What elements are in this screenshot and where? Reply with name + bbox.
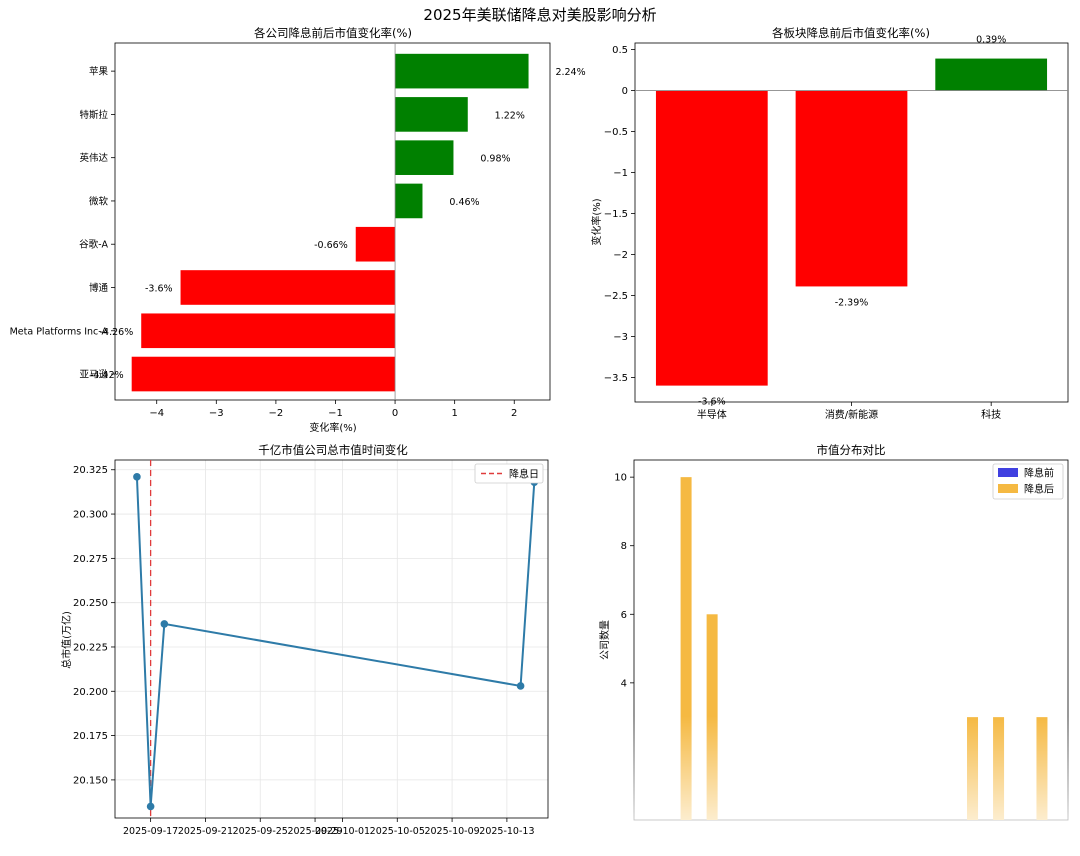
sector-bar — [655, 90, 768, 386]
y-tick-label: −3 — [613, 332, 628, 343]
sector-chart-title: 各板块降息前后市值变化率(%) — [772, 26, 930, 40]
sector-bar-value-label: -2.39% — [835, 297, 869, 308]
faded-overlay — [620, 716, 1080, 856]
y-tick-label: 20.325 — [73, 465, 108, 476]
company-bar — [395, 53, 529, 89]
sector-bar — [795, 90, 908, 287]
x-tick-label: −2 — [269, 408, 284, 419]
y-tick-label: −3.5 — [604, 373, 628, 384]
total-mcap-line-chart: 千亿市值公司总市值时间变化 20.150 20.175 20.200 20.225 20… — [60, 443, 549, 837]
company-change-chart: 各公司降息前后市值变化率(%) 2.24% 1.22% 0.98% 0.46% -0.6… — [10, 26, 586, 434]
x-tick-label: 2025-09-17 — [123, 826, 178, 837]
company-bar — [180, 270, 396, 305]
y-tick-label: −0.5 — [604, 127, 628, 138]
sector-change-chart: 各板块降息前后市值变化率(%) -3.6%-2.39%0.39% 0.50−0.… — [590, 26, 1069, 421]
company-bar — [395, 140, 454, 175]
total-mcap-point — [146, 802, 155, 811]
y-tick-label: 8 — [621, 541, 627, 552]
company-tick-label: 英伟达 — [79, 152, 108, 164]
y-tick-label: 0.5 — [612, 45, 628, 56]
total-mcap-point — [133, 473, 141, 481]
x-tick-label: 2025-09-29 — [287, 826, 342, 837]
company-bar-value-label: -4.42% — [90, 370, 124, 381]
y-tick-label: 20.175 — [73, 731, 108, 742]
total-mcap-point — [516, 682, 525, 690]
y-tick-label: 4 — [621, 678, 627, 689]
company-bar-value-label: -0.66% — [314, 240, 348, 251]
sector-bar — [935, 58, 1048, 91]
line-chart-title: 千亿市值公司总市值时间变化 — [258, 443, 408, 457]
company-bar — [141, 313, 396, 349]
y-tick-label: 6 — [621, 610, 627, 621]
sector-bar-value-label: 0.39% — [976, 35, 1006, 46]
legend-swatch — [998, 484, 1018, 493]
x-tick-label: 2 — [511, 408, 517, 419]
y-tick-label: 10 — [614, 473, 627, 484]
y-tick-label: 20.225 — [73, 642, 108, 653]
company-tick-label: 亚马逊 — [79, 370, 108, 381]
y-tick-label: 0 — [622, 86, 628, 97]
sector-tick-label: 半导体 — [697, 408, 727, 421]
after-cut-bar — [680, 477, 692, 820]
y-tick-label: 20.150 — [73, 775, 108, 786]
event-legend-label: 降息日 — [509, 468, 539, 481]
total-mcap-point — [160, 620, 169, 628]
y-tick-label: −2 — [613, 250, 628, 261]
x-tick-label: 2025-09-25 — [233, 826, 288, 837]
x-tick-label: −1 — [328, 408, 343, 419]
x-tick-label: 2025-10-13 — [479, 826, 534, 837]
company-bar — [395, 183, 423, 219]
legend-swatch — [998, 468, 1018, 477]
distribution-chart-ylabel: 公司数量 — [598, 620, 611, 660]
x-tick-label: 2025-10-05 — [370, 826, 425, 837]
company-bar — [355, 226, 396, 262]
x-tick-label: 2025-09-21 — [178, 826, 233, 837]
company-bar-value-label: -3.6% — [145, 283, 173, 294]
line-chart-legend: 降息日 — [474, 463, 544, 484]
legend-series-name: 降息后 — [1024, 483, 1054, 496]
x-tick-label: 0 — [392, 408, 398, 419]
x-tick-label: 1 — [451, 408, 457, 419]
company-tick-label: 博通 — [89, 282, 109, 294]
company-chart-xlabel: 变化率(%) — [309, 421, 356, 434]
y-tick-label: 20.200 — [73, 687, 108, 698]
company-bar-value-label: -4.26% — [100, 327, 134, 338]
company-chart-frame — [114, 42, 551, 401]
total-mcap-series-line — [135, 476, 536, 807]
company-bar-value-label: 0.98% — [480, 154, 510, 165]
y-tick-label: −2.5 — [604, 291, 628, 302]
y-tick-label: 20.300 — [73, 510, 108, 521]
line-chart-frame — [114, 459, 549, 819]
company-bar-value-label: 0.46% — [449, 197, 479, 208]
company-tick-label: Meta Platforms Inc-A — [10, 326, 109, 337]
line-chart-ylabel: 总市值(万亿) — [60, 611, 73, 669]
company-bar-value-label: 1.22% — [495, 110, 525, 121]
x-tick-label: −4 — [149, 408, 164, 419]
sector-tick-label: 消费/新能源 — [825, 408, 878, 421]
company-tick-label: 苹果 — [89, 66, 109, 78]
x-tick-label: 2025-10-09 — [424, 826, 479, 837]
distribution-chart-title: 市值分布对比 — [817, 443, 886, 457]
company-bar — [395, 97, 468, 132]
company-chart-title: 各公司降息前后市值变化率(%) — [254, 26, 412, 40]
company-bar-value-label: 2.24% — [555, 67, 585, 78]
y-tick-label: −1.5 — [604, 209, 628, 220]
x-tick-label: −3 — [209, 408, 224, 419]
x-tick-label: 2025-10-01 — [315, 826, 370, 837]
company-tick-label: 谷歌-A — [79, 239, 108, 251]
y-tick-label: −1 — [613, 168, 628, 179]
y-tick-label: 20.250 — [73, 598, 108, 609]
legend-series-name: 降息前 — [1024, 467, 1054, 480]
figure-title: 2025年美联储降息对美股影响分析 — [423, 6, 657, 24]
company-bar — [131, 356, 396, 392]
company-tick-label: 微软 — [89, 195, 109, 207]
company-tick-label: 特斯拉 — [79, 109, 108, 121]
sector-chart-ylabel: 变化率(%) — [590, 198, 603, 245]
sector-tick-label: 科技 — [981, 408, 1001, 421]
y-tick-label: 20.275 — [73, 554, 108, 565]
